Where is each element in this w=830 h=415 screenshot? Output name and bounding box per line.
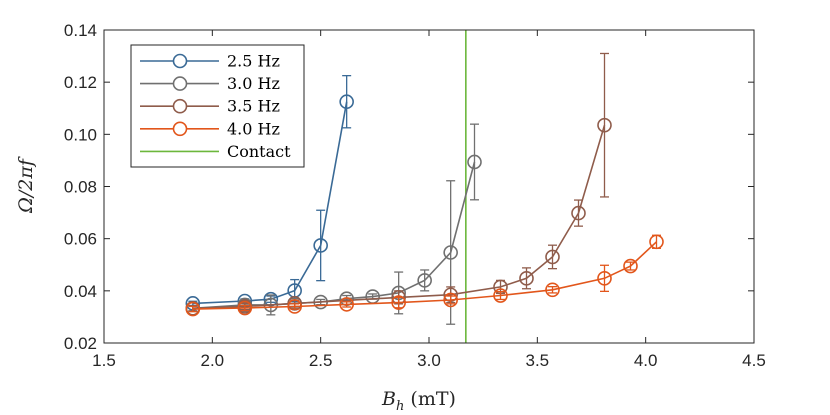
y-tick-label: 0.02 [64, 334, 97, 353]
data-point [571, 205, 586, 221]
data-point [597, 271, 612, 286]
series-line-3_5-hz [192, 124, 606, 310]
data-point [545, 249, 560, 265]
data-point [313, 238, 328, 253]
legend-swatch-marker [172, 98, 188, 114]
y-tick-label: 0.14 [64, 21, 97, 40]
x-tick-label: 3.0 [417, 351, 441, 370]
data-point [417, 273, 432, 288]
x-tick-label: 4.5 [742, 351, 766, 370]
legend-label: 4.0 Hz [227, 119, 280, 138]
legend-label: Contact [227, 142, 291, 161]
x-tick-label: 2.5 [309, 351, 333, 370]
data-point [185, 301, 201, 317]
y-tick-label: 0.06 [64, 230, 97, 249]
data-point [443, 292, 458, 308]
legend-swatch-marker [172, 76, 188, 91]
y-tick-label: 0.12 [64, 73, 97, 92]
data-point [287, 299, 302, 314]
x-tick-label: 3.5 [526, 351, 550, 370]
y-axis-title: Ω/2πf [15, 156, 37, 214]
legend-swatch-marker [172, 121, 188, 137]
data-point [649, 234, 664, 250]
data-point [339, 297, 354, 312]
legend-entry: 3.5 Hz [140, 97, 280, 116]
y-tick-label: 0.10 [64, 125, 97, 144]
legend-label: 2.5 Hz [227, 52, 280, 71]
x-tick-label: 2.0 [201, 351, 225, 370]
series-4_0-hz [185, 234, 664, 317]
x-tick-label: 4.0 [634, 351, 658, 370]
data-point [493, 288, 508, 303]
legend-swatch-marker [172, 53, 188, 69]
legend-label: 3.0 Hz [227, 74, 280, 93]
x-tick-label: 1.5 [92, 351, 116, 370]
y-tick-label: 0.08 [64, 178, 97, 197]
y-tick-label: 0.04 [64, 282, 97, 301]
data-point [597, 117, 612, 133]
data-point [339, 94, 354, 110]
legend-entry: 4.0 Hz [140, 119, 280, 138]
legend-entry: Contact [140, 142, 291, 161]
series-line-2_5-hz [192, 101, 348, 305]
legend-label: 3.5 Hz [227, 97, 280, 116]
x-axis-title: Bh (mT) [381, 388, 456, 414]
legend-entry: 2.5 Hz [140, 52, 280, 71]
data-point [237, 300, 253, 316]
data-point [391, 295, 406, 310]
data-point [623, 258, 638, 274]
legend-entry: 3.0 Hz [140, 74, 280, 93]
data-point [545, 282, 560, 298]
data-point [443, 245, 458, 260]
data-point [519, 271, 534, 286]
data-point [467, 154, 482, 170]
